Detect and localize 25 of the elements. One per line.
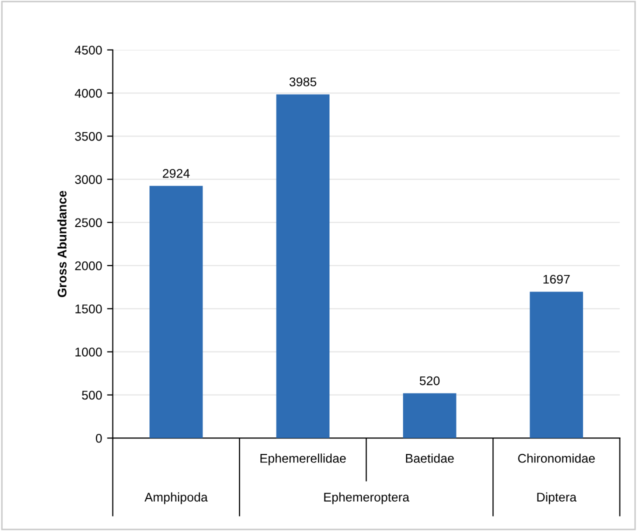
y-axis-title: Gross Abundance — [57, 190, 66, 298]
y-tick-label: 2500 — [75, 218, 102, 228]
data-label: 1697 — [543, 274, 570, 284]
bar — [530, 292, 584, 438]
bar — [403, 393, 456, 438]
y-tick-label: 4500 — [74, 46, 102, 55]
text: Diptera — [537, 492, 577, 504]
data-label: 2924 — [162, 168, 190, 178]
y-tick-label: 2000 — [75, 261, 102, 270]
y-tick-label: 4000 — [74, 88, 102, 98]
y-tick-label: 1500 — [75, 304, 102, 314]
text: Ephemeroptera — [324, 492, 410, 504]
data-label: 3985 — [289, 77, 316, 86]
y-tick-label: 3000 — [75, 175, 102, 184]
x-tick-label: Ephemerellidae — [260, 454, 346, 466]
x-tick-label: Chironomidae — [518, 454, 595, 463]
y-tick-label: 1000 — [75, 348, 102, 356]
bar — [150, 186, 203, 438]
x-tick-label: Baetidae — [406, 454, 454, 463]
text: Amphipoda — [144, 492, 208, 504]
y-tick-label: 0 — [96, 434, 102, 443]
bar — [276, 94, 330, 438]
y-tick-label: 500 — [82, 390, 102, 400]
y-tick-label: 3500 — [75, 132, 102, 141]
data-label: 520 — [420, 376, 440, 386]
